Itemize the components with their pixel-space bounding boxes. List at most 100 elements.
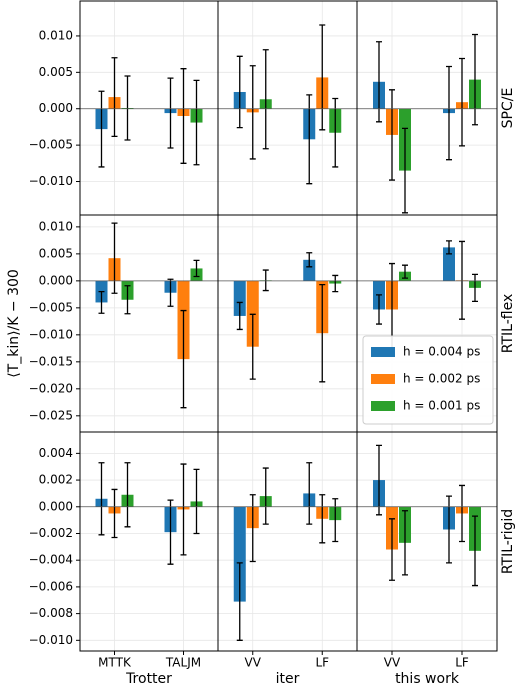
error-bar xyxy=(472,515,478,587)
error-bar xyxy=(446,240,452,255)
error-bar xyxy=(236,55,243,129)
error-bar xyxy=(402,510,408,576)
y-tick-label: 0.000 xyxy=(39,499,73,513)
y-tick-label: −0.008 xyxy=(29,606,73,620)
error-bar xyxy=(98,90,105,168)
error-bar xyxy=(402,264,408,279)
error-bar xyxy=(167,77,174,149)
error-bar xyxy=(111,488,118,539)
legend-swatch xyxy=(371,347,395,357)
error-bar xyxy=(111,57,118,138)
error-bar xyxy=(446,495,452,564)
y-tick-label: −0.006 xyxy=(29,579,73,593)
y-tick-label: 0.010 xyxy=(39,219,73,233)
y-tick-label: −0.010 xyxy=(29,633,73,647)
error-bar xyxy=(167,499,174,565)
error-bar xyxy=(98,462,105,536)
x-axis-label: this work xyxy=(395,671,460,686)
legend-box xyxy=(362,335,494,425)
y-tick-label: 0.002 xyxy=(39,473,73,487)
x-tick-label: VV xyxy=(384,656,401,670)
x-tick-label: MTTK xyxy=(98,656,132,670)
error-bar xyxy=(193,259,200,278)
error-bar xyxy=(319,494,326,544)
legend-swatch xyxy=(371,374,395,384)
error-bar xyxy=(180,309,187,409)
panel-frame xyxy=(79,431,219,652)
x-axis-label: iter xyxy=(276,671,300,686)
error-bar xyxy=(446,65,452,161)
error-bar xyxy=(193,79,200,166)
error-bar xyxy=(249,65,256,160)
error-bar xyxy=(306,462,313,525)
error-bar xyxy=(459,57,465,147)
y-axis-label: ⟨T_kin⟩/K − 300 xyxy=(6,269,22,378)
legend-swatch xyxy=(371,401,395,411)
y-tick-label: −0.005 xyxy=(29,300,73,314)
error-bar xyxy=(249,313,256,380)
error-bar xyxy=(459,240,465,320)
error-bar xyxy=(402,127,408,214)
y-tick-label: −0.004 xyxy=(29,553,73,567)
error-bar xyxy=(472,273,478,303)
error-bar xyxy=(98,291,105,314)
error-bar xyxy=(167,278,174,307)
x-tick-label: VV xyxy=(245,656,262,670)
error-bar xyxy=(389,89,395,181)
bar xyxy=(233,506,246,602)
panel-frame xyxy=(79,214,219,433)
y-tick-label: 0.000 xyxy=(39,101,73,115)
error-bar xyxy=(332,97,339,168)
bar xyxy=(303,259,316,281)
x-tick-label: TALJM xyxy=(165,656,201,670)
legend-label: h = 0.001 ps xyxy=(403,399,480,413)
y-tick-label: 0.000 xyxy=(39,273,73,287)
error-bar xyxy=(124,462,131,528)
error-bar xyxy=(262,49,269,150)
error-bar xyxy=(472,33,478,126)
row-label: SPC/E xyxy=(500,88,516,129)
y-tick-label: −0.005 xyxy=(29,138,73,152)
error-bar xyxy=(389,518,395,581)
y-tick-label: −0.025 xyxy=(29,408,73,422)
error-bar xyxy=(111,222,118,294)
y-tick-label: 0.010 xyxy=(39,28,73,42)
error-bar xyxy=(262,467,269,525)
error-bar xyxy=(262,269,269,292)
y-tick-label: 0.005 xyxy=(39,65,73,79)
row-label: RTIL-flex xyxy=(500,294,516,353)
error-bar xyxy=(332,498,339,543)
y-tick-label: 0.004 xyxy=(39,446,73,460)
y-tick-label: −0.010 xyxy=(29,327,73,341)
x-tick-label: LF xyxy=(315,656,329,670)
y-tick-label: −0.020 xyxy=(29,381,73,395)
error-bar xyxy=(236,301,243,331)
error-bar xyxy=(249,494,256,563)
error-bar xyxy=(180,68,187,164)
error-bar xyxy=(306,252,313,268)
row-label: RTIL-rigid xyxy=(500,509,516,574)
error-bar xyxy=(180,463,187,556)
x-axis-label: Trotter xyxy=(125,671,172,686)
error-bar xyxy=(319,283,326,383)
y-tick-label: −0.015 xyxy=(29,354,73,368)
error-bar xyxy=(193,468,200,535)
legend-label: h = 0.002 ps xyxy=(403,372,480,386)
legend-label: h = 0.004 ps xyxy=(403,345,480,359)
error-bar xyxy=(124,285,131,315)
bar xyxy=(443,247,455,281)
error-bar xyxy=(124,75,131,141)
y-tick-label: −0.002 xyxy=(29,526,73,540)
error-bar xyxy=(459,484,465,543)
error-bar xyxy=(332,274,339,293)
bar xyxy=(233,280,246,316)
error-bar xyxy=(236,562,243,641)
x-tick-label: LF xyxy=(455,656,469,670)
y-tick-label: 0.005 xyxy=(39,246,73,260)
panel-frame xyxy=(217,214,358,433)
panel-frame xyxy=(356,431,498,652)
error-bar xyxy=(376,294,382,325)
error-bar xyxy=(319,24,326,131)
error-bar xyxy=(376,444,382,516)
